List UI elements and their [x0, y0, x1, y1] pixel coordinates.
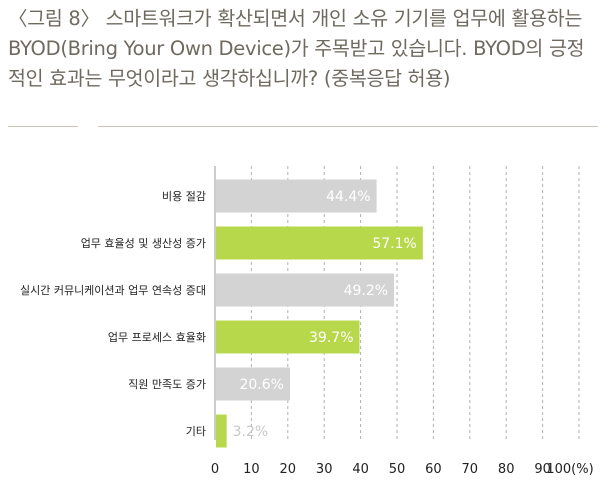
- bar-4: [216, 367, 290, 401]
- value-label-2: 49.2%: [344, 283, 388, 299]
- bar-5: [216, 414, 227, 448]
- x-tick-label-50: 50: [389, 462, 406, 477]
- bar-0: [216, 179, 377, 213]
- x-tick-label-60: 60: [425, 462, 442, 477]
- x-tick-label-70: 70: [462, 462, 479, 477]
- title-underline-left: [8, 126, 78, 127]
- value-label-4: 20.6%: [239, 377, 283, 393]
- category-label-5: 기타: [186, 425, 206, 438]
- value-labels: 44.4% 57.1% 49.2% 39.7% 20.6% 3.2%: [233, 189, 417, 440]
- x-tick-label-40: 40: [352, 462, 369, 477]
- value-label-1: 57.1%: [372, 236, 416, 252]
- x-tick-label-100: 100(%): [546, 462, 593, 477]
- category-label-4: 직원 만족도 증가: [128, 378, 206, 391]
- value-label-3: 39.7%: [309, 330, 353, 346]
- category-label-0: 비용 절감: [162, 190, 206, 203]
- chart-title: 〈그림 8〉 스마트워크가 확산되면서 개인 소유 기기를 업무에 활용하는 B…: [8, 7, 585, 90]
- x-tick-label-10: 10: [243, 462, 260, 477]
- bar-3: [216, 320, 360, 354]
- x-tick-label-90: 90: [534, 462, 551, 477]
- bar-1: [216, 226, 423, 260]
- x-tick-label-80: 80: [498, 462, 515, 477]
- title-underline: [98, 126, 598, 127]
- category-label-1: 업무 효율성 및 생산성 증가: [81, 237, 206, 250]
- category-label-3: 업무 프로세스 효율화: [108, 331, 206, 344]
- bar-2: [216, 273, 395, 307]
- x-tick-label-0: 0: [211, 462, 219, 477]
- x-tick-label-30: 30: [316, 462, 333, 477]
- value-label-5: 3.2%: [233, 424, 269, 440]
- value-label-0: 44.4%: [326, 189, 370, 205]
- x-tick-label-20: 20: [280, 462, 297, 477]
- bars: [216, 179, 423, 448]
- category-label-2: 실시간 커뮤니케이션과 업무 연속성 증대: [20, 284, 206, 297]
